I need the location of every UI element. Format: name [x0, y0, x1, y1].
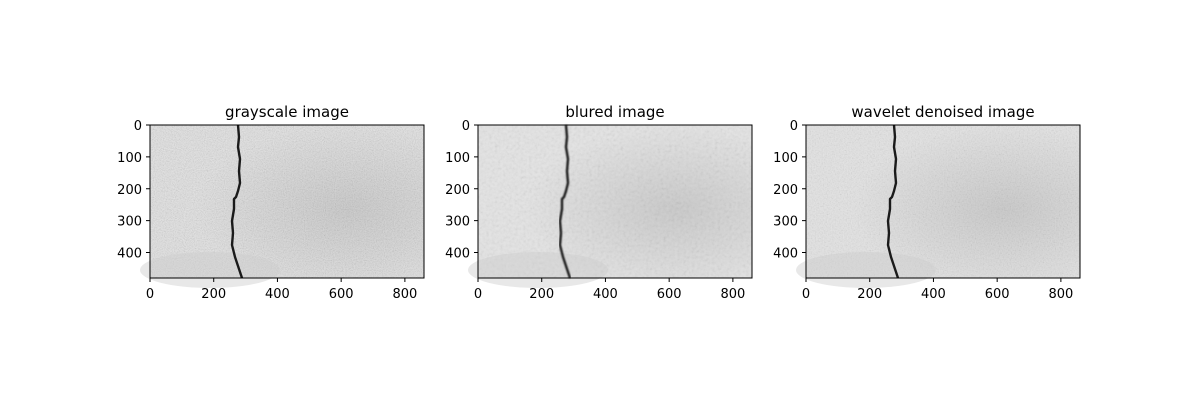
- x-tick-label: 800: [1048, 287, 1073, 302]
- y-tick-label: 300: [773, 215, 798, 230]
- image-area: [796, 124, 1081, 288]
- crack-line: [558, 124, 572, 279]
- y-tick-label: 200: [773, 183, 798, 198]
- x-tick-label: 200: [201, 287, 226, 302]
- image-dark-region: [796, 252, 936, 288]
- axis-ticks: 0 200 400 600 800 0 100 200 300 400: [445, 119, 745, 302]
- image-texture: [150, 125, 424, 278]
- y-tick-label: 0: [462, 119, 470, 134]
- axes-frame: [805, 124, 1081, 279]
- x-tick-label: 400: [921, 287, 946, 302]
- y-tick-label: 200: [117, 183, 142, 198]
- y-tick-label: 100: [445, 151, 470, 166]
- x-tick-label: 200: [529, 287, 554, 302]
- x-tick-label: 200: [857, 287, 882, 302]
- axis-ticks: 0 200 400 600 800 0 100 200 300 400: [117, 119, 417, 302]
- panel-title: grayscale image: [225, 103, 349, 121]
- y-tick-label: 400: [117, 247, 142, 262]
- y-tick-label: 400: [445, 247, 470, 262]
- panel-title: blured image: [565, 103, 664, 121]
- axes-frame: [149, 124, 425, 279]
- image-texture: [806, 125, 1080, 278]
- image-texture: [478, 125, 752, 278]
- y-tick-label: 100: [117, 151, 142, 166]
- x-tick-label: 600: [985, 287, 1010, 302]
- y-tick-label: 100: [773, 151, 798, 166]
- image-area: [140, 124, 425, 288]
- crack-line: [886, 124, 900, 279]
- y-tick-label: 400: [773, 247, 798, 262]
- y-tick-label: 200: [445, 183, 470, 198]
- image-dark-region: [140, 252, 280, 288]
- y-tick-label: 0: [790, 119, 798, 134]
- y-tick-label: 300: [117, 215, 142, 230]
- x-tick-label: 400: [593, 287, 618, 302]
- x-tick-label: 800: [392, 287, 417, 302]
- x-tick-label: 800: [720, 287, 745, 302]
- crack-line: [230, 124, 244, 279]
- x-tick-label: 0: [802, 287, 810, 302]
- image-dark-region: [468, 252, 608, 288]
- axes-frame: [477, 124, 753, 279]
- panel-wavelet-denoised: wavelet denoised image 0 200 400 600 800 0 100…: [773, 103, 1081, 302]
- panel-title: wavelet denoised image: [851, 103, 1034, 121]
- panel-grayscale: grayscale image 0 200 400 600 800 0 100 200 300 4…: [117, 103, 425, 302]
- axis-ticks: 0 200 400 600 800 0 100 200 300 400: [773, 119, 1073, 302]
- panel-blurred: blured image 0 200 400 600 800 0 100 200 300 400: [445, 103, 753, 302]
- x-tick-label: 600: [329, 287, 354, 302]
- x-tick-label: 0: [146, 287, 154, 302]
- image-area: [468, 124, 753, 288]
- y-tick-label: 0: [134, 119, 142, 134]
- x-tick-label: 0: [474, 287, 482, 302]
- y-tick-label: 300: [445, 215, 470, 230]
- x-tick-label: 400: [265, 287, 290, 302]
- x-tick-label: 600: [657, 287, 682, 302]
